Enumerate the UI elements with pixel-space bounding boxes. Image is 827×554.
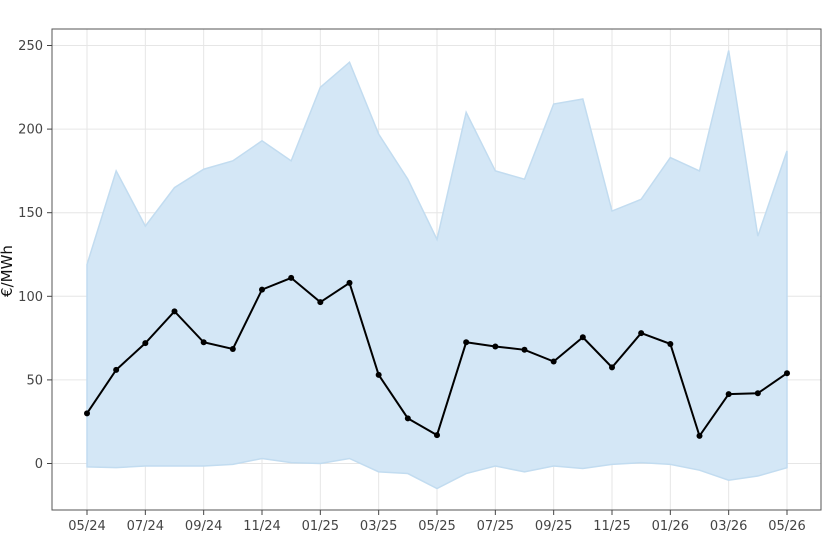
y-tick-label: 50 — [26, 373, 43, 388]
x-axis: 05/24 07/24 09/24 11/24 01/25 03/25 05/25 07/25… — [68, 510, 806, 534]
x-tick-label: 05/26 — [768, 519, 805, 534]
x-tick-label: 07/25 — [477, 519, 514, 534]
x-tick-label: 11/25 — [593, 519, 630, 534]
data-point — [84, 410, 90, 417]
y-tick-label: 0 — [35, 457, 43, 472]
data-point — [550, 358, 557, 365]
data-point — [229, 345, 236, 352]
data-point — [375, 371, 382, 378]
x-tick-label: 03/25 — [360, 519, 397, 534]
data-point — [492, 343, 499, 350]
data-point — [754, 390, 761, 397]
data-point — [784, 370, 791, 377]
data-point — [171, 308, 178, 315]
x-tick-label: 07/24 — [127, 519, 164, 534]
data-point — [463, 339, 470, 346]
data-point — [434, 432, 441, 439]
data-point — [113, 366, 120, 373]
x-tick-label: 05/25 — [418, 519, 455, 534]
price-points — [84, 274, 791, 439]
x-tick-label: 01/25 — [302, 519, 339, 534]
y-tick-label: 150 — [18, 206, 43, 221]
x-tick-label: 01/26 — [652, 519, 689, 534]
y-tick-label: 100 — [18, 290, 43, 305]
y-axis-title: €/MWh — [0, 245, 16, 297]
data-point — [667, 340, 674, 347]
data-point — [521, 346, 528, 353]
y-tick-label: 200 — [18, 123, 43, 138]
x-tick-label: 05/24 — [68, 519, 105, 534]
data-point — [288, 274, 295, 281]
plot-frame — [51, 28, 822, 511]
data-point — [346, 279, 353, 286]
data-point — [696, 432, 703, 439]
data-point — [609, 364, 616, 371]
data-point — [259, 286, 266, 293]
y-tick-label: 250 — [18, 39, 43, 54]
data-point — [317, 299, 324, 306]
data-point — [200, 339, 207, 346]
data-point — [725, 391, 732, 398]
data-point — [638, 330, 645, 337]
x-tick-label: 09/24 — [185, 519, 222, 534]
data-point — [404, 415, 411, 422]
data-point — [579, 334, 586, 341]
x-tick-label: 09/25 — [535, 519, 572, 534]
x-tick-label: 11/24 — [243, 519, 280, 534]
y-axis: 0 50 100 150 200 250 — [18, 39, 52, 472]
x-tick-label: 03/26 — [710, 519, 747, 534]
data-point — [142, 340, 149, 347]
price-range-band — [86, 50, 788, 490]
